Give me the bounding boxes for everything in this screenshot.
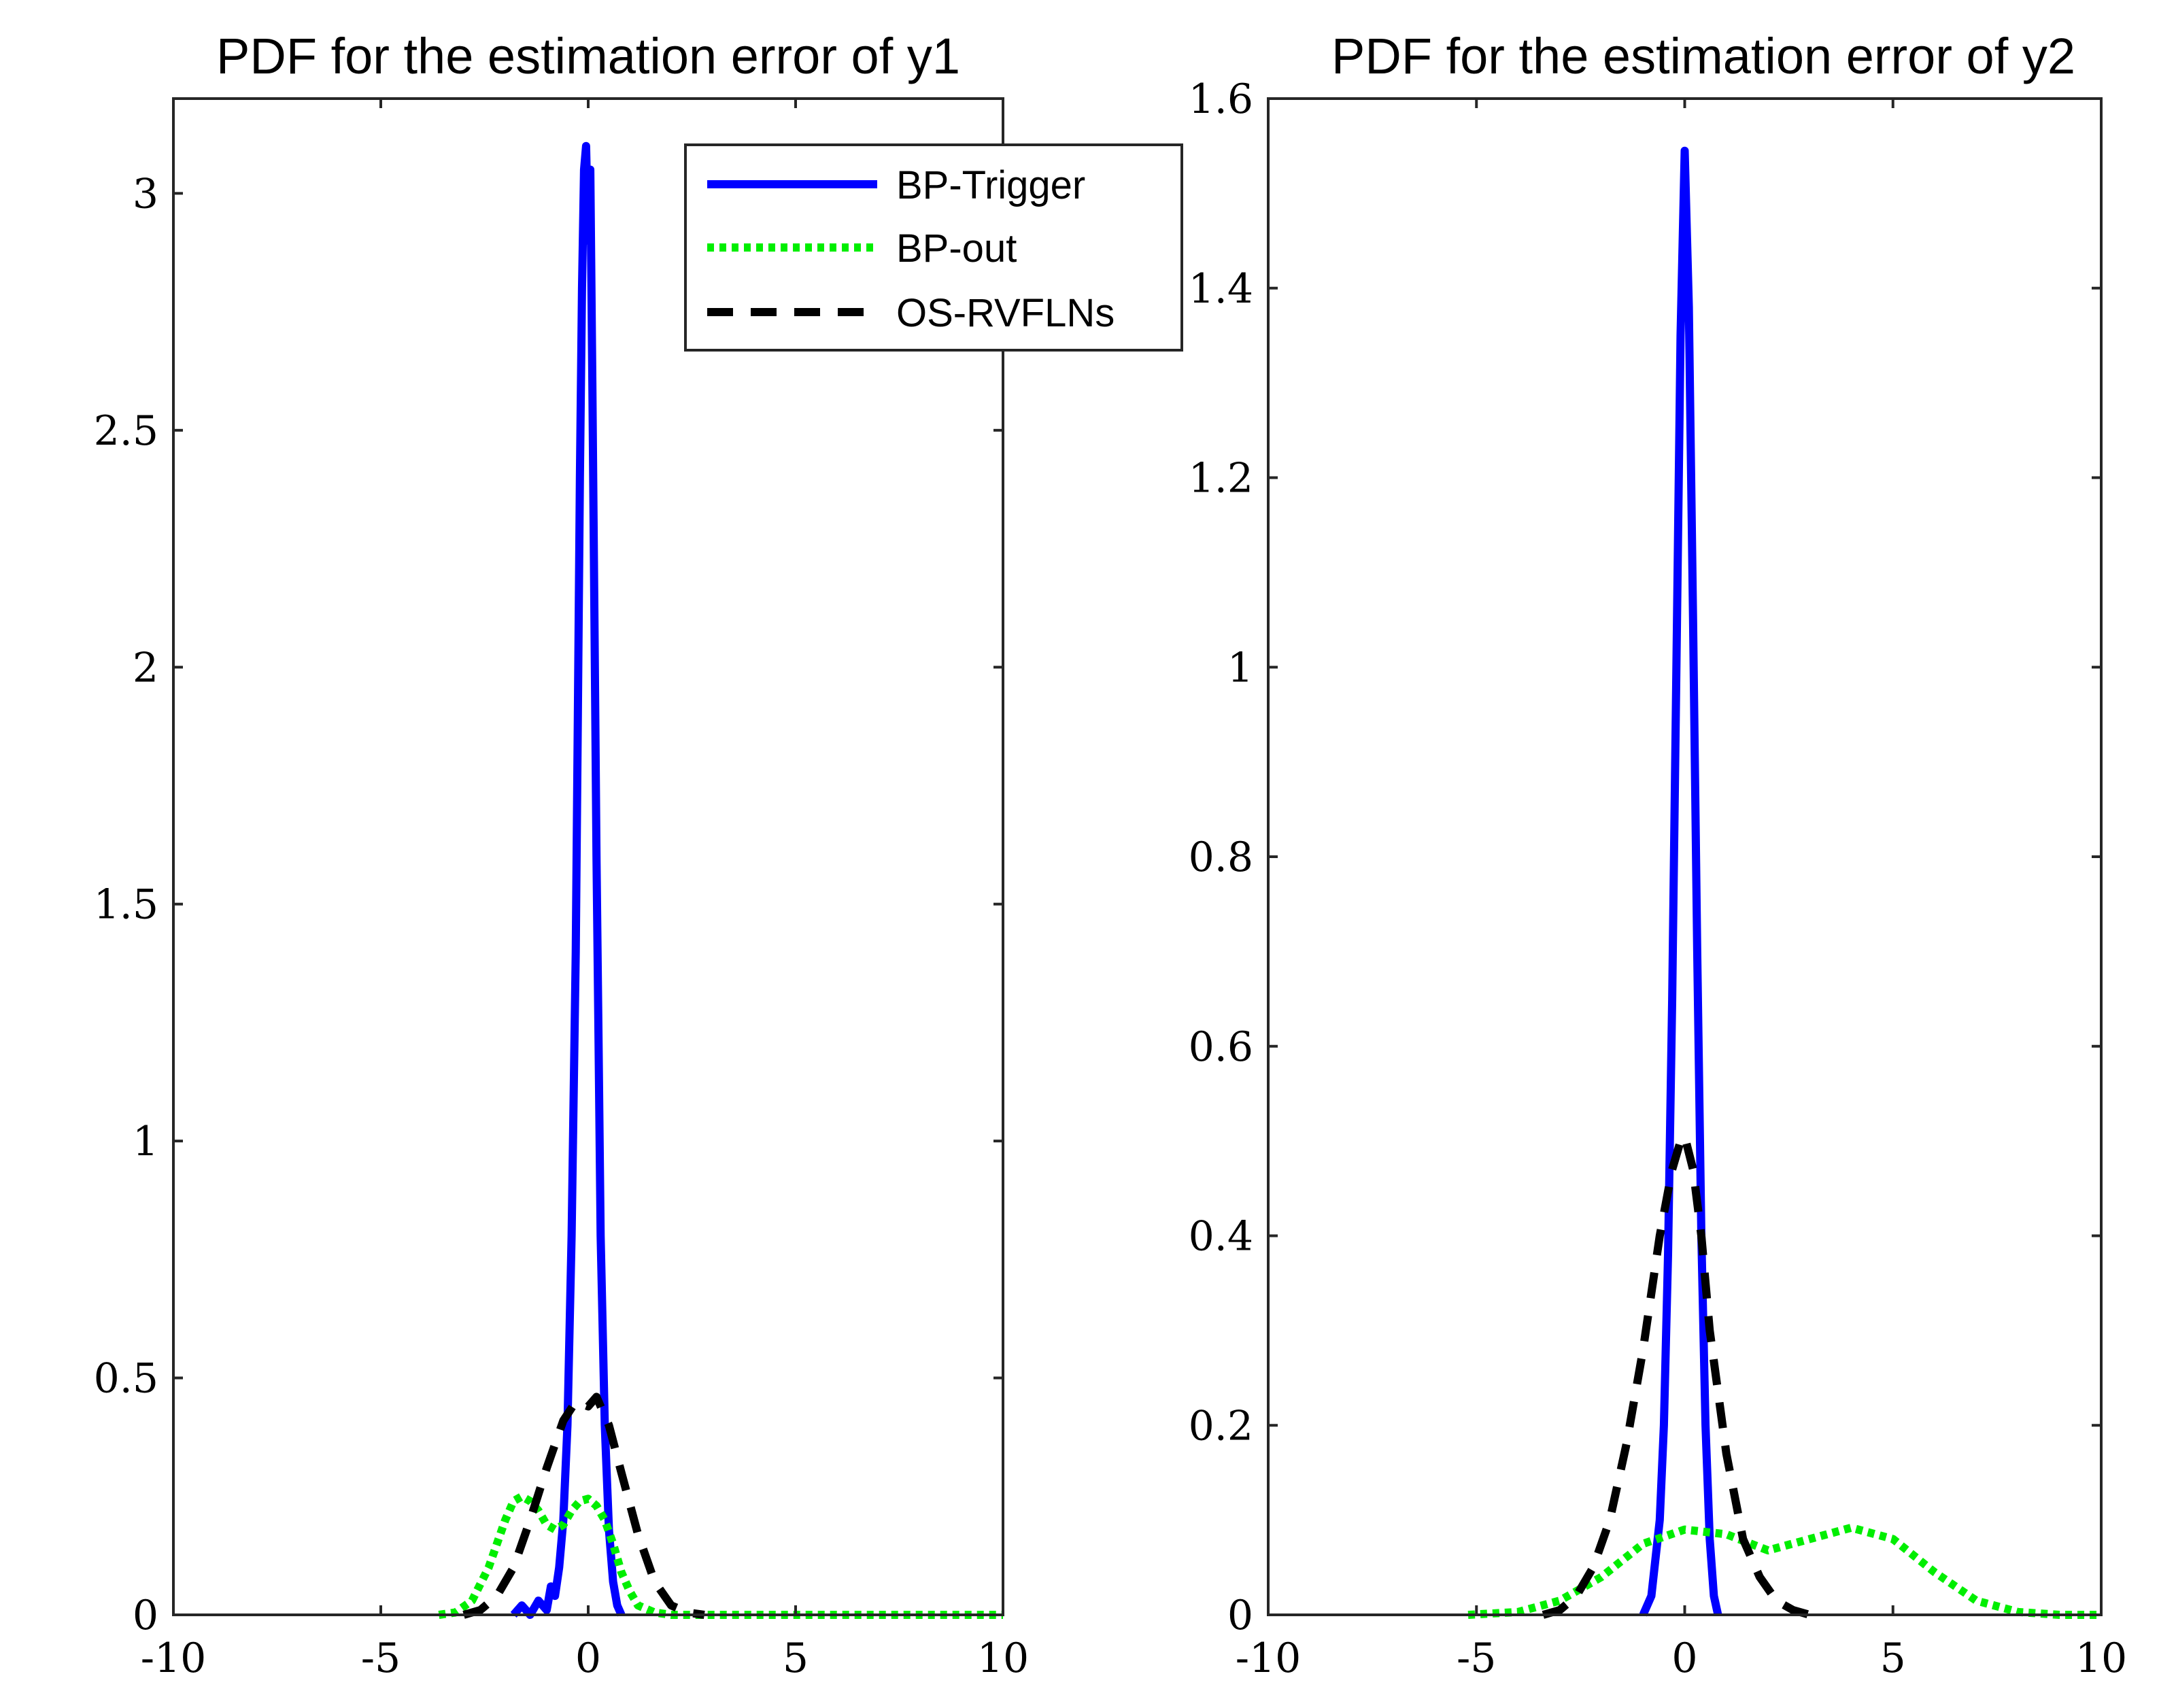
chart-y2: PDF for the estimation error of y2 -10 -5… xyxy=(1189,28,2128,1682)
x-tick-label: 5 xyxy=(1880,1635,1906,1682)
series-line-bp-trigger xyxy=(510,141,626,1619)
x-tick-label: 10 xyxy=(977,1635,1029,1682)
y-tick-label: 2 xyxy=(133,644,158,691)
x-tick-label: 5 xyxy=(783,1635,809,1682)
y-tick-label: 1.2 xyxy=(1189,455,1253,502)
y-tick-label: 3 xyxy=(133,170,158,218)
y-tick-label: 1.4 xyxy=(1189,265,1253,313)
y-tick-label: 0 xyxy=(133,1592,158,1639)
series-line-os-rvflns xyxy=(462,1393,705,1619)
y-tick-label: 0 xyxy=(1227,1592,1253,1639)
chart-y2-title: PDF for the estimation error of y2 xyxy=(1331,28,2075,84)
legend-label-bp-trigger: BP-Trigger xyxy=(896,163,1085,207)
series-line-bp-trigger xyxy=(1639,146,1722,1617)
y-tick-label: 1.5 xyxy=(94,881,158,929)
chart-y1-ticks: -10 -5 0 5 10 0 0.5 1 1.5 2 2.5 3 xyxy=(94,99,1029,1682)
chart-y1: PDF for the estimation error of y1 -10 -5… xyxy=(94,28,1183,1682)
chart-y2-plot-area xyxy=(1467,146,2101,1619)
x-tick-label: 0 xyxy=(575,1635,601,1682)
legend-label-bp-out: BP-out xyxy=(896,226,1017,271)
y-tick-label: 1 xyxy=(1227,644,1253,691)
chart-y1-title: PDF for the estimation error of y1 xyxy=(216,28,960,84)
x-tick-label: -10 xyxy=(141,1635,207,1682)
legend-label-os-rvflns: OS-RVFLNs xyxy=(896,291,1115,335)
y-tick-label: 2.5 xyxy=(94,407,158,455)
y-tick-label: 0.4 xyxy=(1189,1213,1253,1261)
y-tick-label: 1.6 xyxy=(1189,75,1253,123)
x-tick-label: 0 xyxy=(1671,1635,1697,1682)
x-tick-label: 10 xyxy=(2075,1635,2127,1682)
x-tick-label: -5 xyxy=(1457,1635,1496,1682)
y-tick-label: 0.2 xyxy=(1189,1402,1253,1450)
y-tick-label: 0.5 xyxy=(94,1355,158,1403)
chart-y1-legend: BP-Trigger BP-out OS-RVFLNs xyxy=(684,143,1183,352)
chart-y1-plot-area xyxy=(438,141,1003,1619)
y-tick-label: 0.6 xyxy=(1189,1023,1253,1071)
x-tick-label: -5 xyxy=(361,1635,401,1682)
y-tick-label: 0.8 xyxy=(1189,834,1253,881)
chart-y2-ticks: -10 -5 0 5 10 0 0.2 0.4 0.6 0.8 1 1.2 1.4 1.6 xyxy=(1189,75,2128,1682)
x-tick-label: -10 xyxy=(1236,1635,1302,1682)
y-tick-label: 1 xyxy=(133,1118,158,1165)
series-line-bp-out xyxy=(1467,1523,2101,1619)
